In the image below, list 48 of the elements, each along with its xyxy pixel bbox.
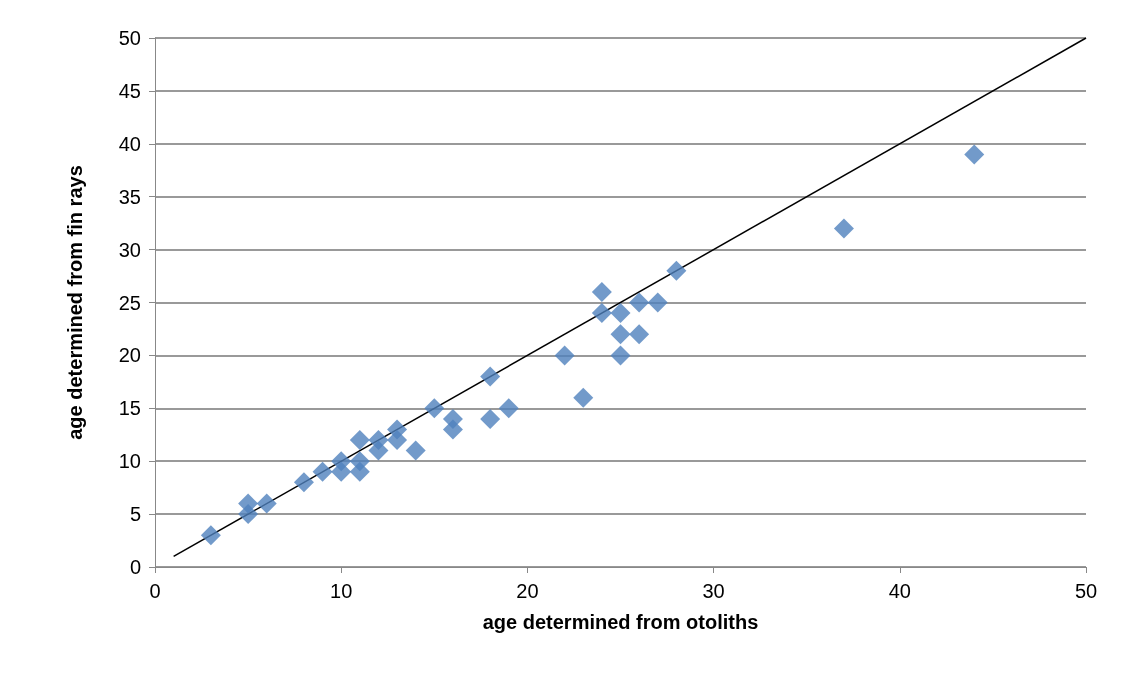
- x-axis-title: age determined from otoliths: [482, 611, 759, 633]
- point: [368, 440, 389, 461]
- point: [331, 461, 352, 482]
- point: [610, 303, 631, 324]
- y-tick-label: 15: [118, 397, 141, 420]
- point: [200, 525, 221, 546]
- point: [424, 398, 445, 419]
- y-tick-label: 30: [118, 238, 141, 261]
- x-tick-label: 0: [149, 580, 161, 602]
- point: [554, 345, 575, 366]
- point: [293, 472, 314, 493]
- y-tick-label: 25: [118, 291, 141, 314]
- point: [666, 260, 687, 281]
- point: [256, 493, 277, 514]
- x-tick-label: 10: [330, 580, 353, 602]
- x-tick-label: 20: [516, 580, 539, 602]
- point: [833, 218, 854, 239]
- point: [480, 366, 501, 387]
- y-tick-label: 20: [118, 344, 141, 367]
- point: [591, 303, 612, 324]
- y-tick-label: 5: [129, 503, 141, 526]
- y-tick-label: 45: [118, 79, 141, 102]
- y-axis-title: age determined from fin rays: [64, 165, 86, 440]
- point: [610, 345, 631, 366]
- point: [312, 461, 333, 482]
- y-tick-label: 10: [118, 450, 141, 473]
- y-tick-label: 40: [118, 132, 141, 155]
- point: [480, 408, 501, 429]
- point: [629, 324, 650, 345]
- y-tick-label: 50: [118, 27, 141, 49]
- point: [442, 419, 463, 440]
- point: [573, 387, 594, 408]
- x-tick-label: 40: [888, 580, 911, 602]
- point: [349, 461, 370, 482]
- point: [629, 292, 650, 313]
- x-tick-label: 50: [1074, 580, 1098, 602]
- y-tick-label: 0: [129, 556, 141, 578]
- point: [349, 430, 370, 451]
- point: [591, 281, 612, 302]
- point: [647, 292, 668, 313]
- point: [387, 430, 408, 451]
- point: [238, 504, 259, 525]
- point: [498, 398, 519, 419]
- x-tick-label: 30: [702, 580, 725, 602]
- y-tick-label: 35: [118, 185, 141, 208]
- point: [964, 144, 985, 165]
- point: [405, 440, 426, 461]
- point: [610, 324, 631, 345]
